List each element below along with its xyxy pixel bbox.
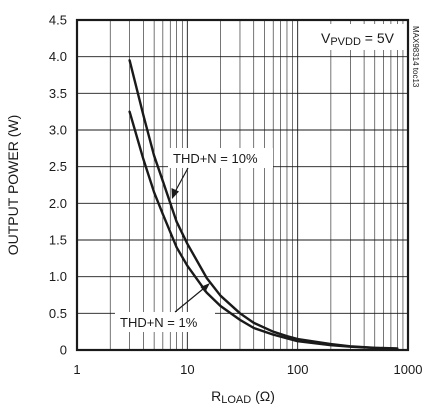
series-line-thd-10pct (128, 59, 399, 350)
annotation-1pct: THD+N = 1% (120, 315, 198, 330)
y-tick-label: 4.0 (49, 49, 67, 64)
y-axis-title: OUTPUT POWER (W) (5, 115, 21, 256)
y-tick-label: 1.0 (49, 269, 67, 284)
condition-label: VPVDD = 5V (321, 30, 395, 48)
y-tick-labels: 0 0.5 1.0 1.5 2.0 2.5 3.0 3.5 4.0 4.5 (49, 13, 67, 358)
x-tick-label: 1000 (394, 362, 423, 377)
x-axis-title-main: R (211, 388, 221, 404)
series-line-thd-1pct (128, 110, 399, 350)
annotation-1pct-arrow (174, 288, 204, 313)
annotation-10pct: THD+N = 10% (173, 151, 258, 166)
condition-sub: PVDD (330, 36, 361, 48)
y-tick-label: 3.5 (49, 86, 67, 101)
y-tick-label: 4.5 (49, 13, 67, 28)
y-tick-label: 0 (60, 343, 67, 358)
y-tick-label: 2.0 (49, 196, 67, 211)
annotation-1pct-bg (115, 312, 215, 332)
condition-label-bg (316, 24, 406, 50)
x-tick-labels: 1 10 100 1000 (73, 362, 422, 377)
annotation-10pct-arrow (175, 167, 189, 191)
annotation-1pct-arrowhead (200, 283, 210, 293)
grid (76, 19, 408, 351)
y-tick-label: 1.5 (49, 233, 67, 248)
annotation-10pct-bg (168, 148, 273, 168)
x-axis-title-unit: (Ω) (251, 388, 275, 404)
plot-frame (75, 18, 410, 352)
x-tick-label: 10 (180, 362, 194, 377)
y-tick-label: 0.5 (49, 306, 67, 321)
x-axis-title: RLOAD (Ω) (211, 388, 275, 406)
x-tick-label: 100 (287, 362, 309, 377)
annotation-10pct-arrowhead (171, 188, 179, 199)
x-tick-label: 1 (73, 362, 80, 377)
x-axis-title-sub: LOAD (221, 394, 251, 406)
condition-rest: = 5V (361, 30, 395, 46)
condition-main: V (321, 30, 331, 46)
figure-id: MAX98314 toc13 (411, 26, 420, 88)
y-tick-label: 2.5 (49, 159, 67, 174)
y-tick-label: 3.0 (49, 123, 67, 138)
curves (128, 59, 399, 350)
